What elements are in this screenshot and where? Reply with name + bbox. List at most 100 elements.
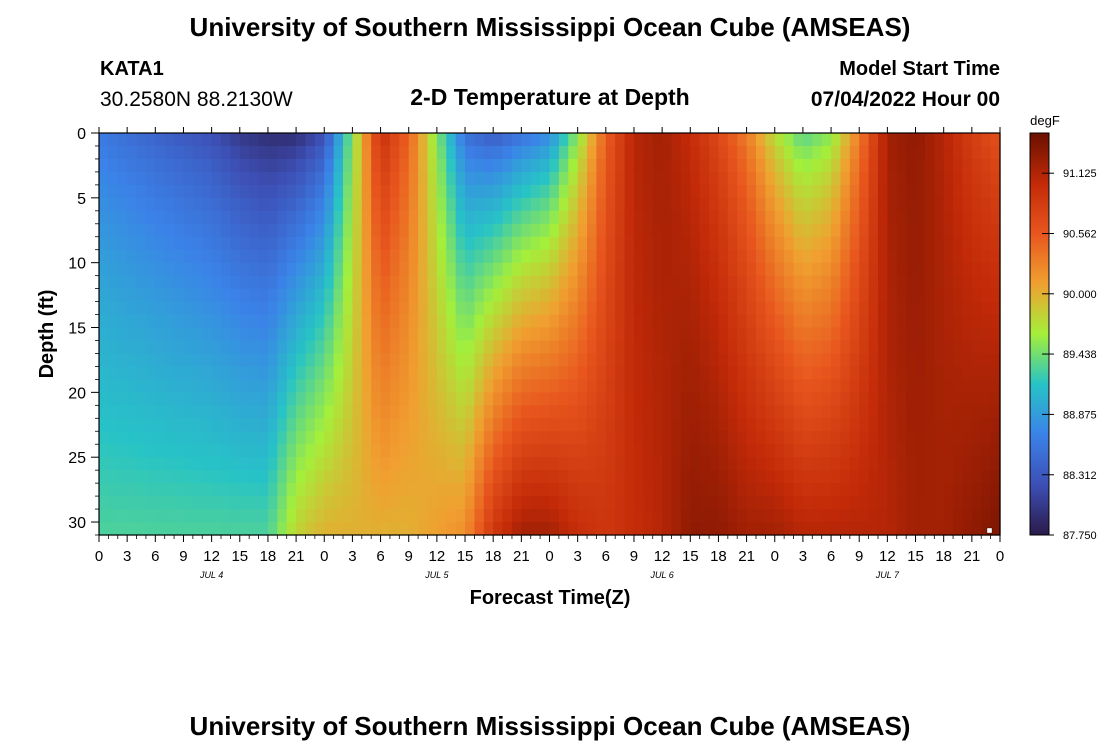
heatmap-cell bbox=[727, 314, 738, 329]
heatmap-cell bbox=[962, 275, 973, 290]
heatmap-cell bbox=[924, 158, 935, 173]
colorbar-tick-label: 87.750 bbox=[1063, 530, 1097, 542]
heatmap-cell bbox=[99, 522, 109, 536]
heatmap-cell bbox=[868, 418, 879, 432]
heatmap-cell bbox=[483, 522, 494, 536]
heatmap-cell bbox=[267, 145, 278, 160]
heatmap-cell bbox=[737, 431, 748, 445]
heatmap-cell bbox=[981, 288, 992, 303]
heatmap-cell bbox=[446, 249, 457, 264]
heatmap-cell bbox=[192, 249, 203, 264]
heatmap-cell bbox=[361, 275, 372, 290]
heatmap-cell bbox=[915, 275, 926, 290]
footer-title: University of Southern Mississippi Ocean… bbox=[190, 711, 911, 741]
heatmap-cell bbox=[380, 418, 391, 432]
heatmap-cell bbox=[183, 145, 194, 160]
heatmap-cell bbox=[859, 158, 870, 173]
heatmap-cell bbox=[258, 275, 269, 290]
heatmap-cell bbox=[333, 236, 344, 251]
heatmap-cell bbox=[887, 171, 898, 186]
heatmap-cell bbox=[540, 288, 551, 303]
heatmap-cell bbox=[540, 249, 551, 264]
heatmap-cell bbox=[934, 457, 945, 471]
heatmap-cell bbox=[690, 327, 701, 342]
heatmap-cell bbox=[455, 145, 466, 160]
heatmap-cell bbox=[145, 444, 156, 458]
heatmap-cell bbox=[136, 418, 147, 432]
heatmap-cell bbox=[493, 470, 504, 484]
heatmap-cell bbox=[371, 470, 382, 484]
heatmap-cell bbox=[324, 418, 335, 432]
heatmap-cell bbox=[962, 301, 973, 316]
colorbar-tick-label: 88.312 bbox=[1063, 470, 1097, 482]
heatmap-cell bbox=[821, 210, 832, 225]
heatmap-cell bbox=[643, 340, 654, 355]
heatmap-cell bbox=[258, 262, 269, 277]
heatmap-cell bbox=[192, 522, 203, 536]
heatmap-cell bbox=[849, 522, 860, 536]
heatmap-cell bbox=[361, 301, 372, 316]
heatmap-cell bbox=[277, 327, 288, 342]
heatmap-cell bbox=[549, 379, 560, 393]
heatmap-cell bbox=[943, 314, 954, 329]
heatmap-cell bbox=[953, 353, 964, 368]
heatmap-cell bbox=[493, 444, 504, 458]
heatmap-cell bbox=[108, 288, 119, 303]
heatmap-cell bbox=[483, 470, 494, 484]
heatmap-cell bbox=[136, 457, 147, 471]
date-label: JUL 5 bbox=[424, 570, 449, 580]
heatmap-cell bbox=[502, 236, 513, 251]
heatmap-cell bbox=[361, 496, 372, 510]
heatmap-cell bbox=[662, 405, 673, 419]
heatmap-cell bbox=[258, 418, 269, 432]
heatmap-cell bbox=[436, 483, 447, 497]
heatmap-cell bbox=[174, 288, 185, 303]
heatmap-cell bbox=[540, 236, 551, 251]
heatmap-cell bbox=[296, 522, 307, 536]
heatmap-cell bbox=[821, 133, 832, 147]
heatmap-cell bbox=[568, 275, 579, 290]
heatmap-cell bbox=[361, 184, 372, 199]
heatmap-cell bbox=[915, 158, 926, 173]
heatmap-cell bbox=[483, 210, 494, 225]
heatmap-cell bbox=[352, 288, 363, 303]
heatmap-cell bbox=[530, 327, 541, 342]
heatmap-cell bbox=[596, 418, 607, 432]
heatmap-cell bbox=[643, 327, 654, 342]
heatmap-cell bbox=[934, 483, 945, 497]
heatmap-cell bbox=[436, 158, 447, 173]
heatmap-cell bbox=[849, 133, 860, 147]
heatmap-cell bbox=[558, 353, 569, 368]
heatmap-cell bbox=[540, 522, 551, 536]
heatmap-cell bbox=[258, 431, 269, 445]
heatmap-cell bbox=[296, 509, 307, 523]
heatmap-cell bbox=[558, 496, 569, 510]
heatmap-cell bbox=[765, 327, 776, 342]
heatmap-cell bbox=[990, 314, 1001, 329]
heatmap-cell bbox=[831, 340, 842, 355]
heatmap-cell bbox=[802, 236, 813, 251]
heatmap-cell bbox=[896, 158, 907, 173]
heatmap-cell bbox=[343, 275, 354, 290]
heatmap-cell bbox=[117, 379, 128, 393]
heatmap-cell bbox=[465, 444, 476, 458]
x-axis: 0 3 6 9 12 15 18 21 0 3 6 9 12 15 18 21 0 3 6 9 12 15 18 21 0 3 6 9… bbox=[95, 127, 1004, 580]
heatmap-cell bbox=[755, 236, 766, 251]
heatmap-cell bbox=[558, 522, 569, 536]
heatmap-cell bbox=[418, 314, 429, 329]
heatmap-cell bbox=[962, 509, 973, 523]
heatmap-cell bbox=[953, 210, 964, 225]
heatmap-cell bbox=[915, 470, 926, 484]
heatmap-cell bbox=[662, 327, 673, 342]
heatmap-cell bbox=[521, 171, 532, 186]
heatmap-cell bbox=[671, 262, 682, 277]
heatmap-cell bbox=[812, 405, 823, 419]
heatmap-cell bbox=[840, 496, 851, 510]
heatmap-cell bbox=[587, 288, 598, 303]
heatmap-cell bbox=[812, 236, 823, 251]
heatmap-cell bbox=[239, 249, 250, 264]
heatmap-cell bbox=[436, 418, 447, 432]
heatmap-cell bbox=[784, 249, 795, 264]
heatmap-cell bbox=[812, 379, 823, 393]
heatmap-cell bbox=[596, 133, 607, 147]
